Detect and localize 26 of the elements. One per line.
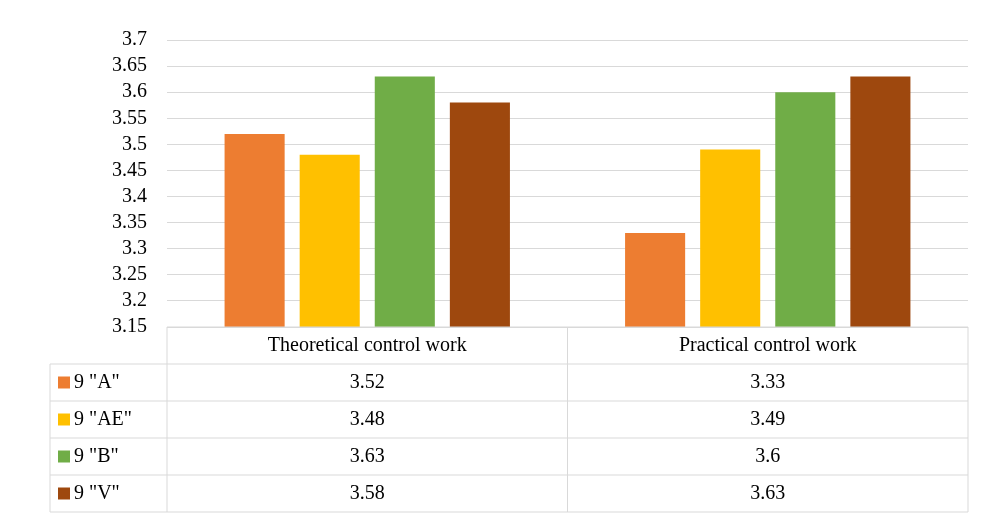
y-tick-label: 3.2 [122, 288, 147, 311]
y-tick-label: 3.45 [112, 157, 147, 180]
y-tick-label: 3.55 [112, 105, 147, 128]
data-label: 3.33 [750, 369, 786, 392]
legend-label: 9 "AE" [74, 406, 132, 429]
y-tick-label: 3.35 [112, 209, 147, 232]
legend-label: 9 "V" [74, 480, 120, 503]
data-label: 3.63 [750, 480, 786, 503]
data-label: 3.6 [755, 443, 781, 466]
data-label: 3.63 [349, 443, 385, 466]
x-tick-label: Theoretical control work [267, 332, 467, 355]
y-tick-label: 3.5 [122, 131, 147, 154]
legend-label: 9 "A" [74, 369, 120, 392]
data-label: 3.52 [349, 369, 385, 392]
y-tick-label: 3.6 [122, 79, 147, 102]
y-tick-label: 3.4 [122, 183, 147, 206]
y-tick-label: 3.65 [112, 53, 147, 76]
y-tick-label: 3.25 [112, 262, 147, 285]
x-tick-label: Practical control work [678, 332, 857, 355]
y-tick-label: 3.15 [112, 314, 147, 337]
legend-label: 9 "B" [74, 443, 119, 466]
data-label: 3.49 [750, 406, 786, 429]
y-tick-label: 3.3 [122, 235, 147, 258]
data-label: 3.58 [349, 480, 385, 503]
data-label: 3.48 [349, 406, 385, 429]
y-tick-label: 3.7 [122, 27, 147, 50]
